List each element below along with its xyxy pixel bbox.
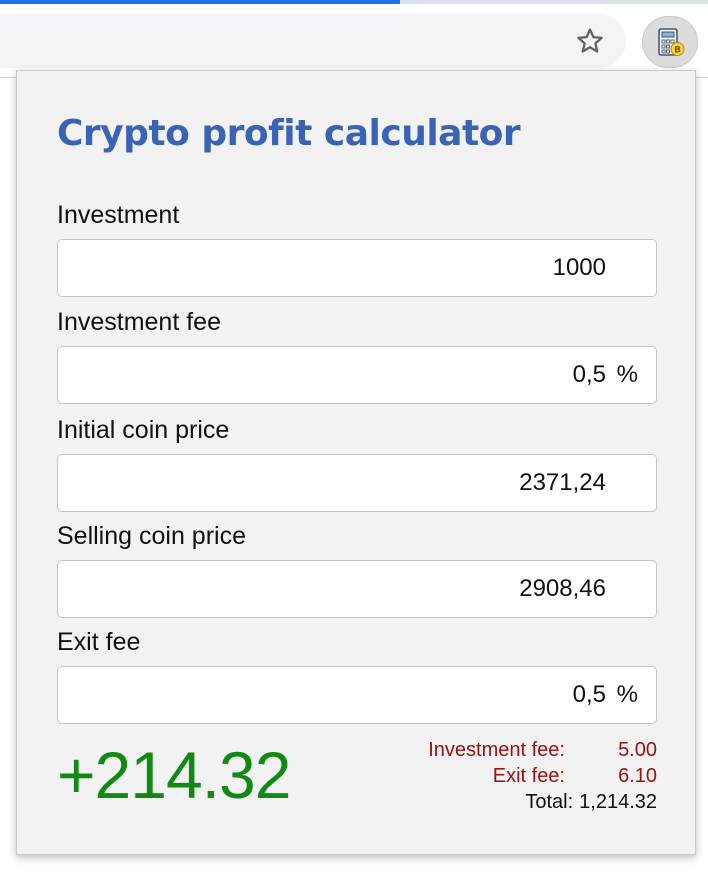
total-summary-value: 1,214.32 [579, 791, 657, 813]
percent-unit: % [616, 681, 638, 708]
total-summary-label: Total: [525, 791, 574, 813]
exit-fee-summary-label: Exit fee: [492, 765, 565, 787]
investment-fee-summary-label: Investment fee: [428, 739, 565, 761]
initial-coin-price-input[interactable] [126, 455, 606, 511]
fee-summary: Investment fee: 5.00 Exit fee: 6.10 Tota… [347, 737, 657, 815]
exit-fee-label: Exit fee [57, 628, 141, 656]
initial-coin-price-field[interactable] [57, 454, 657, 512]
initial-coin-price-label: Initial coin price [57, 416, 230, 444]
page-load-progress [0, 0, 400, 4]
bookmark-star-button[interactable] [568, 22, 612, 60]
calculator-bitcoin-icon: B [658, 28, 685, 56]
selling-coin-price-label: Selling coin price [57, 522, 246, 550]
profit-result: +214.32 [57, 738, 291, 812]
exit-fee-input[interactable] [126, 667, 606, 723]
page-load-progress-track [400, 0, 708, 4]
browser-toolbar: B [0, 0, 708, 78]
investment-label: Investment [57, 201, 180, 229]
address-bar[interactable] [0, 14, 626, 68]
calculator-popup: Crypto profit calculator Investment Inve… [16, 70, 696, 855]
exit-fee-summary-row: Exit fee: 6.10 [347, 763, 657, 789]
investment-fee-input[interactable] [126, 347, 606, 403]
investment-fee-label: Investment fee [57, 308, 221, 336]
investment-input[interactable] [126, 240, 606, 296]
exit-fee-field[interactable]: % [57, 666, 657, 724]
selling-coin-price-input[interactable] [126, 561, 606, 617]
investment-fee-field[interactable]: % [57, 346, 657, 404]
crypto-calculator-extension-button[interactable]: B [642, 16, 698, 68]
investment-fee-summary-row: Investment fee: 5.00 [347, 737, 657, 763]
investment-fee-summary-value: 5.00 [618, 739, 657, 761]
page-title: Crypto profit calculator [57, 113, 521, 154]
total-summary-row: Total: 1,214.32 [347, 789, 657, 815]
exit-fee-summary-value: 6.10 [618, 765, 657, 787]
selling-coin-price-field[interactable] [57, 560, 657, 618]
star-outline-icon [577, 28, 603, 53]
investment-field[interactable] [57, 239, 657, 297]
percent-unit: % [616, 361, 638, 388]
svg-text:B: B [674, 46, 681, 56]
